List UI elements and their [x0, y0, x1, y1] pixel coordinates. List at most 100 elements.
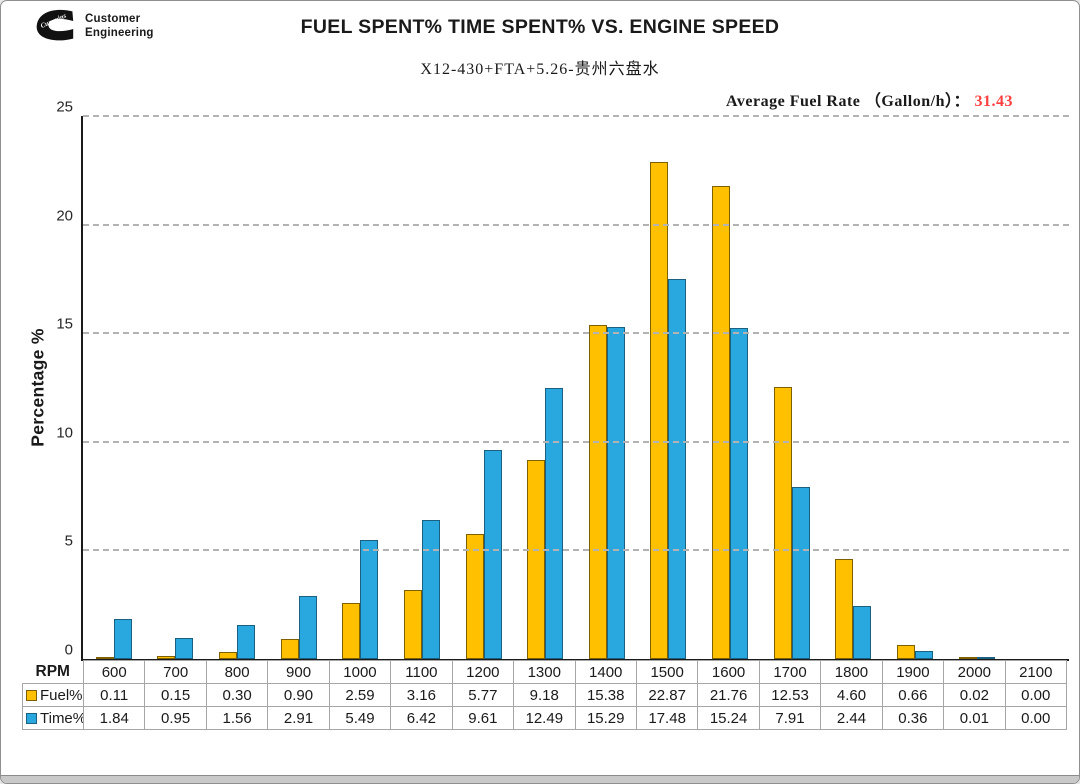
fuel-value-cell: 15.38	[574, 683, 637, 707]
bar-time-600	[113, 619, 132, 659]
time-value-cell: 2.44	[820, 706, 883, 730]
time-value-cell: 15.29	[574, 706, 637, 730]
rpm-header-cell: 1600	[697, 660, 760, 684]
rpm-header-cell: 1800	[820, 660, 883, 684]
bar-fuel-1200	[465, 533, 484, 659]
fuel-value-cell: 12.53	[758, 683, 822, 707]
fuel-legend-swatch-icon	[26, 689, 37, 701]
rpm-header-cell: 1200	[451, 660, 515, 684]
bar-group-1100	[391, 116, 453, 659]
bar-fuel-1300	[527, 459, 546, 659]
bar-time-1100	[421, 519, 440, 659]
rpm-header-cell: 2000	[943, 660, 1006, 684]
fuel-value-cell: 0.90	[267, 683, 330, 707]
bar-fuel-1400	[588, 324, 607, 659]
data-table: RPM 600 700 800 900 1000 1100 1200 1300 1400 1500 1…	[22, 660, 1068, 730]
rpm-header-cell: 1500	[635, 660, 699, 684]
bar-time-1900	[914, 651, 933, 659]
rpm-header-cell: 1100	[390, 660, 453, 684]
gridline	[83, 549, 1069, 552]
average-fuel-rate-value: 31.43	[974, 93, 1013, 110]
bar-time-1300	[545, 387, 564, 659]
bar-time-800	[237, 625, 256, 659]
bar-fuel-700	[157, 655, 176, 659]
bar-fuel-1500	[650, 162, 669, 659]
time-value-cell: 1.56	[205, 706, 269, 730]
fuel-value-cell: 9.18	[513, 683, 576, 707]
y-tick-label: 5	[64, 532, 73, 550]
bar-fuel-1800	[835, 559, 854, 659]
bar-time-1200	[483, 450, 502, 659]
logo-text-line1: Customer	[85, 13, 141, 25]
bar-fuel-2000	[958, 657, 977, 659]
logo: Cummins Customer Engineering	[34, 9, 154, 41]
y-tick-label: 15	[56, 315, 73, 333]
bar-group-600	[83, 116, 145, 659]
y-axis-title-text: Percentage %	[27, 328, 48, 447]
table-body: RPM 600 700 800 900 1000 1100 1200 1300 1400 1500 1…	[22, 660, 1068, 730]
rpm-header-cell: 600	[82, 660, 146, 684]
page-title: FUEL SPENT% TIME SPENT% VS. ENGINE SPEED	[300, 16, 780, 38]
gridline	[83, 223, 1069, 226]
fuel-value-cell: 0.00	[1004, 683, 1068, 707]
average-fuel-rate: Average Fuel Rate （Gallon/h）： 31.43	[726, 87, 1013, 111]
bar-fuel-800	[219, 652, 238, 659]
cummins-logo-icon: Cummins	[36, 9, 74, 41]
time-value-cell: 1.84	[82, 706, 146, 730]
time-value-cell: 7.91	[758, 706, 822, 730]
table-corner-label: RPM	[35, 662, 70, 680]
time-value-cell: 0.01	[943, 706, 1006, 730]
window-bottom-edge	[1, 775, 1079, 783]
bar-groups	[83, 116, 1069, 659]
gridline	[83, 115, 1069, 117]
time-value-cell: 0.95	[144, 706, 207, 730]
y-tick-label: 20	[56, 207, 73, 225]
bar-time-1800	[853, 606, 872, 659]
time-value-cell: 15.24	[697, 706, 760, 730]
time-value-cell: 12.49	[513, 706, 576, 730]
rpm-header-cell: 800	[205, 660, 269, 684]
rpm-header-cell: 2100	[1004, 660, 1068, 684]
bar-fuel-1600	[712, 186, 731, 659]
bar-fuel-1700	[773, 386, 792, 659]
fuel-value-cell: 21.76	[697, 683, 760, 707]
plot-area: 0 5 10 15 20 25	[56, 99, 1069, 661]
bar-group-700	[145, 116, 207, 659]
rpm-header-cell: 1700	[758, 660, 822, 684]
bar-time-700	[175, 638, 194, 659]
bar-fuel-1100	[403, 590, 422, 659]
table-row-time: Time% 1.84 0.95 1.56 2.91 5.49 6.42 9.61 12.49 15…	[22, 706, 1068, 730]
gridline	[83, 440, 1069, 443]
bar-group-2000	[946, 116, 1008, 659]
bar-time-1500	[668, 279, 687, 659]
time-value-cell: 0.36	[881, 706, 945, 730]
series-label-fuel: Fuel%	[22, 683, 84, 707]
time-value-cell: 2.91	[267, 706, 330, 730]
rpm-header-cell: 1900	[881, 660, 945, 684]
fuel-value-cell: 3.16	[390, 683, 453, 707]
rpm-header-cell: 700	[144, 660, 207, 684]
fuel-value-cell: 4.60	[820, 683, 883, 707]
fuel-value-cell: 0.11	[82, 683, 146, 707]
y-axis-title: Percentage %	[23, 116, 53, 659]
rpm-header-cell: 1400	[574, 660, 637, 684]
bar-fuel-900	[280, 639, 299, 659]
rpm-header-cell: 900	[267, 660, 330, 684]
bar-group-1300	[514, 116, 576, 659]
fuel-value-cell: 0.30	[205, 683, 269, 707]
fuel-value-cell: 0.02	[943, 683, 1006, 707]
bar-group-2100	[1007, 116, 1069, 659]
bar-time-1000	[360, 539, 379, 659]
bar-fuel-1900	[896, 644, 915, 659]
logo-text: Customer Engineering	[85, 9, 154, 41]
logo-text-line2: Engineering	[85, 27, 154, 40]
rpm-header-cell: 1300	[513, 660, 576, 684]
bar-group-1900	[884, 116, 946, 659]
time-value-cell: 5.49	[328, 706, 392, 730]
series-label-time: Time%	[22, 706, 84, 730]
bar-group-1800	[823, 116, 885, 659]
bar-fuel-600	[95, 656, 114, 659]
bar-time-1600	[730, 328, 749, 659]
table-row-fuel: Fuel% 0.11 0.15 0.30 0.90 2.59 3.16 5.77 9.18 15.…	[22, 683, 1068, 707]
